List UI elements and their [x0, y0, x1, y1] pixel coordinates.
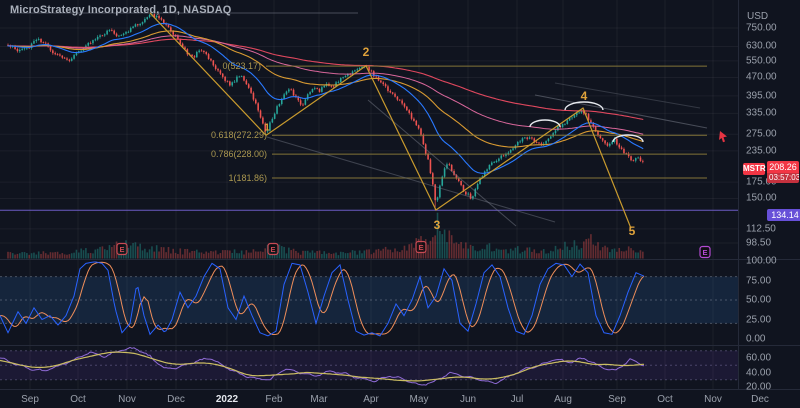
price-tick-label[interactable]: 150.00 [746, 192, 777, 204]
stoch-tick-label[interactable]: 75.00 [746, 275, 772, 286]
fib-label-0786[interactable]: 0.786(228.00) [210, 149, 267, 160]
price-tick-label[interactable]: 470.00 [746, 71, 777, 83]
wave-label-1[interactable]: 1 [264, 122, 270, 134]
rsi-tick-label[interactable]: 60.00 [746, 352, 772, 364]
stoch-tick-label[interactable]: 50.00 [746, 294, 772, 306]
rsi-tick-label[interactable]: 20.00 [746, 381, 772, 393]
price-tick-label[interactable]: 175.00 [746, 176, 777, 188]
fib-label-1[interactable]: 1(181.86) [228, 173, 267, 184]
earnings-icon[interactable]: E [267, 242, 279, 256]
earnings-icon[interactable]: E [116, 242, 128, 256]
stoch-tick-label[interactable]: 100.00 [746, 255, 777, 267]
time-tick-label[interactable]: Aug [554, 394, 572, 405]
time-tick-label[interactable]: Nov [704, 394, 722, 405]
time-tick-label[interactable]: Apr [363, 394, 379, 405]
price-tick-label[interactable]: 235.00 [746, 145, 777, 157]
bar-countdown: 03:57:03 [767, 173, 799, 183]
price-tick-label[interactable]: 112.50 [746, 223, 776, 235]
stoch-tick-label[interactable]: 0.00 [746, 333, 766, 345]
svg-text:E: E [418, 243, 423, 252]
symbol-title[interactable]: MicroStrategy Incorporated, 1D, NASDAQ [10, 4, 232, 16]
currency-label[interactable]: USD [747, 11, 769, 22]
svg-text:E: E [119, 245, 124, 254]
time-tick-label[interactable]: Sep [608, 394, 626, 405]
earnings-icon[interactable]: E [699, 245, 711, 259]
earnings-icon[interactable]: E [415, 240, 427, 254]
rsi-tick-label[interactable]: 40.00 [746, 367, 772, 378]
last-price-badge[interactable]: 208.26 03:57:03 [767, 161, 799, 183]
time-tick-label[interactable]: Jul [510, 394, 524, 405]
price-tick-label[interactable]: 630.00 [746, 40, 777, 52]
time-tick-label[interactable]: 2022 [215, 394, 239, 405]
time-tick-label[interactable]: Oct [70, 394, 86, 405]
fib-label-0[interactable]: 0(523.17) [222, 61, 261, 72]
price-tick-label[interactable]: 750.00 [746, 22, 777, 34]
time-tick-label[interactable]: Sep [21, 394, 39, 405]
price-tick-label[interactable]: 395.00 [746, 90, 777, 102]
price-tick-label[interactable]: 275.00 [746, 128, 777, 140]
svg-text:E: E [702, 248, 707, 257]
fib-label-0618[interactable]: 0.618(272.29) [210, 130, 267, 141]
last-price-value: 208.26 [767, 161, 799, 173]
wave-label-4[interactable]: 4 [580, 89, 588, 103]
svg-text:E: E [270, 245, 275, 254]
time-tick-label[interactable]: Mar [310, 394, 328, 405]
alert-price-badge[interactable]: 134.14 [767, 209, 800, 221]
symbol-price-label-badge[interactable]: MSTR [743, 163, 766, 175]
price-tick-label[interactable]: 335.00 [746, 107, 777, 119]
time-tick-label[interactable]: Dec [751, 394, 769, 405]
wave-label-2[interactable]: 2 [362, 45, 370, 59]
wave-label-5[interactable]: 5 [628, 224, 636, 238]
time-tick-label[interactable]: May [409, 394, 429, 405]
time-tick-label[interactable]: Jun [459, 394, 477, 405]
time-tick-label[interactable]: Dec [167, 394, 185, 405]
time-tick-label[interactable]: Feb [265, 394, 283, 405]
stoch-tick-label[interactable]: 25.00 [746, 314, 772, 325]
price-tick-label[interactable]: 550.00 [746, 55, 777, 67]
time-tick-label[interactable]: Oct [657, 394, 673, 405]
time-tick-label[interactable]: Nov [118, 394, 136, 405]
wave-label-3[interactable]: 3 [433, 218, 441, 232]
price-tick-label[interactable]: 98.50 [746, 237, 772, 249]
remote-cursor-icon [719, 131, 727, 143]
